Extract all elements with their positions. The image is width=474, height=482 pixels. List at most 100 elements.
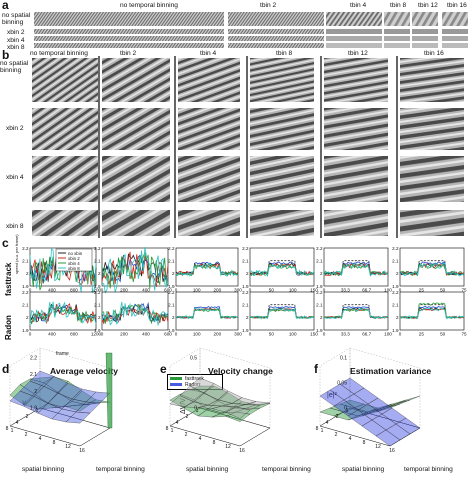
legend-label-fasttrack: fasttrack <box>185 376 204 382</box>
y-tick-label: 1.9 <box>242 284 249 289</box>
c-legend-label: no xbin <box>68 251 83 256</box>
trace-line <box>29 247 97 294</box>
kymo-strip <box>442 29 468 34</box>
x-tick-label: 75 <box>461 288 467 293</box>
x-tick-label: 150 <box>310 332 318 337</box>
kymo-strip <box>442 36 468 41</box>
x-tick-label: 33.3 <box>341 332 350 337</box>
temporal-tick-label: 4 <box>349 436 352 442</box>
y-tick-label: 2.1 <box>168 302 175 307</box>
binned-image <box>178 156 240 202</box>
surface-patch <box>395 395 421 405</box>
b-col-header-1: no temporal binning <box>30 50 88 57</box>
y-tick-label: 2.1 <box>316 302 323 307</box>
kymo-strip <box>34 43 224 48</box>
a-col-header-2: tbin 2 <box>260 2 277 9</box>
trace-line <box>175 307 239 320</box>
a-row-label-3: xbin 4 <box>7 37 25 44</box>
y-tick-label: 2.1 <box>242 258 249 263</box>
surface-patch <box>375 403 401 413</box>
a-row-label-2: xbin 2 <box>7 29 25 36</box>
kymo-strip <box>384 29 410 34</box>
b-row-label-2: xbin 2 <box>6 125 24 132</box>
x-tick-label: 200 <box>213 332 221 337</box>
temporal-tick-label: 16 <box>239 448 245 454</box>
y-tick-label: 2 <box>26 315 29 320</box>
a-col-header-6: tbin 16 <box>447 2 467 9</box>
kymo-strip <box>326 12 382 26</box>
z-tick-label: 1.9 <box>30 406 37 412</box>
y-tick-label: 2.2 <box>94 290 101 295</box>
spatial-tick-label: 4 <box>16 420 19 426</box>
binned-image <box>32 108 98 150</box>
spatial-tick-label: 2 <box>26 414 29 420</box>
y-tick-label: 1.9 <box>316 328 323 333</box>
binned-image <box>32 210 98 236</box>
binned-image <box>178 58 240 102</box>
binned-image <box>250 58 314 102</box>
kymo-strip <box>412 43 438 48</box>
z-tick-label: 0 <box>194 406 197 412</box>
y-tick-label: 2.1 <box>22 258 29 263</box>
temporal-tick-label: 16 <box>389 448 395 454</box>
y-tick-label: 2.2 <box>316 290 323 295</box>
kymo-strip <box>228 29 324 34</box>
f-spatial-label: spatial binning <box>342 466 385 473</box>
d-spatial-label: spatial binning <box>22 466 65 473</box>
x-tick-label: 0 <box>101 288 104 293</box>
y-tick-label: 1.9 <box>392 284 399 289</box>
x-tick-label: 0 <box>323 288 326 293</box>
y-tick-label: 2 <box>320 271 323 276</box>
binned-image <box>250 210 314 236</box>
x-tick-label: 100 <box>193 332 201 337</box>
panel-label-b: b <box>2 48 10 62</box>
binned-image <box>102 156 170 202</box>
trace-line <box>29 301 97 325</box>
panel-a-kymographs <box>34 12 468 48</box>
e-title: Velocity change <box>208 366 273 376</box>
y-tick-label: 2 <box>26 271 29 276</box>
y-tick-label: 2.1 <box>168 258 175 263</box>
trace-line <box>175 261 239 275</box>
y-tick-label: 2.2 <box>94 246 101 251</box>
f-title: Estimation variance <box>350 366 432 376</box>
trace-line <box>101 301 169 326</box>
trace-axes <box>323 247 389 287</box>
z-tick-label: 2 <box>34 389 37 395</box>
z-tick-label: 0 <box>344 406 347 412</box>
a-row-label-4: xbin 8 <box>7 44 25 51</box>
a-col-header-5: tbin 12 <box>418 2 438 9</box>
y-tick-label: 2.2 <box>392 290 399 295</box>
d-temporal-label: temporal binning <box>96 466 145 473</box>
z-tick-label: 0.5 <box>190 356 197 362</box>
kymo-strip <box>228 43 324 48</box>
spatial-tick-label: 1 <box>346 408 349 414</box>
binned-image <box>178 108 240 150</box>
trace-axes <box>29 291 97 331</box>
temporal-tick-label: 2 <box>25 432 28 438</box>
spatial-tick-label: 2 <box>186 414 189 420</box>
x-tick-label: 100 <box>289 332 297 337</box>
kymo-strip <box>228 12 324 26</box>
b-row-label-1: no spatial binning <box>0 60 29 74</box>
trace-line <box>400 308 465 319</box>
binned-image <box>400 156 464 202</box>
trace-line <box>101 251 169 289</box>
binned-image <box>400 58 464 102</box>
spatial-tick-label: 4 <box>176 420 179 426</box>
x-tick-label: 0 <box>399 332 402 337</box>
a-col-header-1: no temporal binning <box>120 2 178 9</box>
y-tick-label: 2 <box>246 315 249 320</box>
temporal-tick-label: 16 <box>79 448 85 454</box>
d-ylabel: v <box>22 398 26 407</box>
trace-line <box>249 263 315 278</box>
spatial-tick-label: 1 <box>196 408 199 414</box>
x-tick-label: 100 <box>289 288 297 293</box>
y-tick-label: 2.1 <box>22 302 29 307</box>
y-tick-label: 1.9 <box>168 284 175 289</box>
spatial-tick-label: 8 <box>6 426 9 432</box>
binned-image <box>102 108 170 150</box>
binned-image <box>324 210 388 236</box>
